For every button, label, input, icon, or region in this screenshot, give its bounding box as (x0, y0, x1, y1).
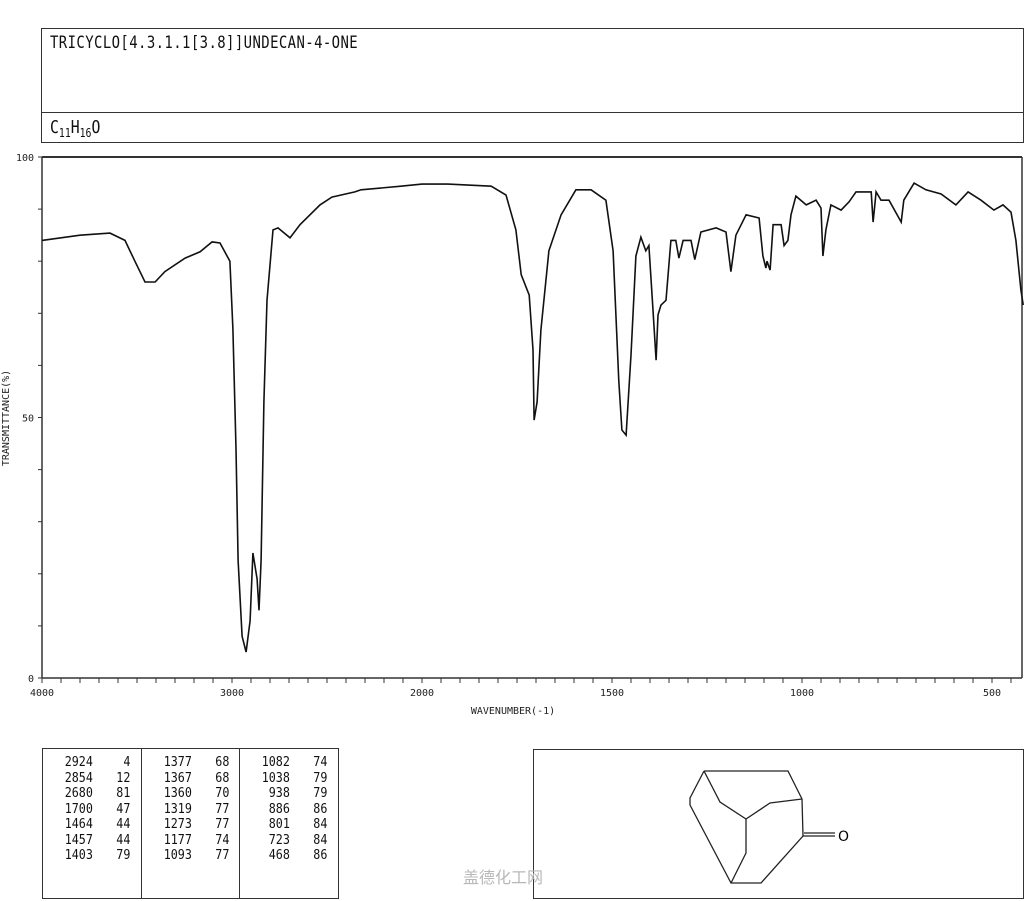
peak-transmittance: 77 (214, 848, 230, 863)
y-tick-label: 50 (22, 414, 34, 425)
formula-c-count: 11 (58, 126, 71, 140)
peak-wavenumber: 938 (269, 786, 291, 801)
peak-transmittance: 74 (313, 755, 328, 770)
peak-wavenumber: 2854 (64, 770, 93, 786)
peak-wavenumber: 1082 (262, 755, 291, 770)
peak-transmittance: 79 (313, 770, 328, 786)
ticks (38, 156, 1012, 683)
peak-row: 1360 70 (152, 786, 229, 802)
peak-row: 2924 4 (53, 755, 131, 771)
peak-wavenumber: 1403 (64, 848, 93, 863)
x-tick-label: 3000 (220, 688, 244, 699)
x-axis-label: WAVENUMBER(-1) (471, 706, 555, 717)
peak-wavenumber: 1093 (163, 848, 192, 863)
bond (703, 770, 803, 820)
peak-transmittance: 68 (214, 755, 230, 770)
peak-transmittance: 77 (214, 817, 230, 832)
compound-name-box: TRICYCLO[4.3.1.1[3.8]]UNDECAN-4-ONE (41, 28, 1024, 113)
peak-wavenumber: 801 (269, 817, 291, 832)
peak-table-column: 1082 74 1038 79 938 79 886 86 801 84 723 84 468 86 (240, 749, 338, 898)
bond (730, 819, 747, 884)
peak-row: 1457 44 (53, 832, 131, 849)
peak-transmittance: 86 (313, 801, 328, 817)
watermark: 盖德化工网 (463, 868, 544, 887)
x-tick-label: 1500 (600, 688, 624, 699)
peak-transmittance: 86 (313, 848, 328, 863)
peak-row: 1403 79 (53, 848, 131, 864)
peak-row: 1273 77 (152, 817, 229, 833)
peak-row: 938 79 (251, 786, 328, 802)
formula-box: C11H16O (41, 112, 1024, 143)
peak-transmittance: 79 (313, 786, 328, 801)
y-tick-label: 100 (16, 153, 34, 164)
peak-wavenumber: 1319 (163, 801, 192, 817)
spectrum-line (41, 182, 1024, 653)
peak-wavenumber: 1038 (262, 770, 291, 786)
molecule-structure: O (689, 770, 849, 884)
peak-transmittance: 47 (116, 801, 131, 817)
peak-wavenumber: 1464 (64, 817, 93, 832)
molecular-formula: C11H16O (50, 117, 100, 140)
peak-table: 2924 4 2854 12 2680 81 1700 47 1464 44 1457 44 1403 7… (42, 748, 339, 899)
peak-wavenumber: 723 (269, 832, 291, 848)
peak-transmittance: 44 (116, 817, 131, 832)
peak-transmittance: 77 (214, 801, 230, 817)
peak-transmittance: 84 (313, 817, 328, 832)
peak-row: 1038 79 (251, 771, 328, 787)
oxygen-label: O (838, 829, 849, 845)
peak-wavenumber: 1377 (163, 755, 192, 770)
peak-row: 1367 68 (152, 771, 229, 787)
peak-row: 468 86 (251, 848, 328, 864)
y-tick-label: 0 (28, 674, 34, 685)
peak-row: 1464 44 (53, 817, 131, 833)
peak-wavenumber: 1177 (163, 832, 192, 848)
peak-table-column: 2924 4 2854 12 2680 81 1700 47 1464 44 1457 44 1403 7… (43, 749, 142, 898)
peak-wavenumber: 886 (269, 801, 291, 817)
peak-row: 723 84 (251, 833, 328, 849)
peak-transmittance: 4 (123, 755, 131, 770)
peak-transmittance: 81 (116, 786, 131, 801)
peak-table-column: 1377 68 1367 68 1360 70 1319 77 1273 77 1177 74 1093… (142, 749, 241, 898)
peak-transmittance: 70 (214, 786, 230, 801)
peak-transmittance: 84 (313, 832, 328, 848)
peak-transmittance: 44 (116, 832, 131, 848)
x-tick-label: 4000 (30, 688, 54, 699)
peak-row: 1377 68 (152, 755, 229, 771)
x-tick-label: 1000 (790, 688, 814, 699)
peak-wavenumber: 1360 (163, 786, 192, 801)
structure-box: O (533, 749, 1024, 899)
peak-row: 886 86 (251, 802, 328, 818)
x-tick-label: 500 (983, 688, 1001, 699)
peak-transmittance: 12 (116, 770, 131, 786)
peak-wavenumber: 1457 (64, 832, 93, 848)
peak-row: 2854 12 (53, 770, 131, 787)
formula-c: C (50, 117, 59, 138)
peak-transmittance: 68 (214, 770, 230, 786)
formula-h-count: 16 (79, 126, 92, 140)
peak-row: 1177 74 (152, 833, 229, 849)
peak-row: 1082 74 (251, 755, 328, 771)
bond (689, 770, 804, 884)
compound-name: TRICYCLO[4.3.1.1[3.8]]UNDECAN-4-ONE (50, 33, 359, 53)
x-tick-label: 2000 (410, 688, 434, 699)
peak-row: 1700 47 (53, 801, 131, 818)
peak-transmittance: 79 (116, 848, 131, 863)
peak-row: 801 84 (251, 817, 328, 833)
formula-o: O (91, 117, 101, 138)
peak-transmittance: 74 (214, 832, 230, 848)
formula-h: H (70, 117, 80, 138)
peak-wavenumber: 2924 (64, 755, 93, 770)
peak-row: 1093 77 (152, 848, 229, 864)
peak-wavenumber: 1273 (163, 817, 192, 832)
peak-row: 2680 81 (53, 786, 131, 802)
peak-row: 1319 77 (152, 802, 229, 818)
peak-wavenumber: 1700 (64, 801, 93, 817)
peak-wavenumber: 468 (269, 848, 291, 863)
y-axis-label: TRANSMITTANCE(%) (1, 370, 12, 466)
peak-wavenumber: 2680 (64, 786, 93, 801)
axes (41, 156, 1023, 679)
peak-wavenumber: 1367 (163, 770, 192, 786)
